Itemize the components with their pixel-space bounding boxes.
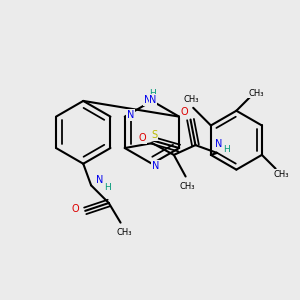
Text: H: H — [104, 183, 111, 192]
Text: N: N — [152, 161, 160, 171]
Text: O: O — [181, 107, 188, 117]
Text: N: N — [149, 95, 157, 105]
Text: CH₃: CH₃ — [117, 228, 132, 237]
Text: H: H — [150, 88, 156, 98]
Text: O: O — [138, 133, 146, 143]
Text: N: N — [215, 139, 223, 149]
Text: CH₃: CH₃ — [184, 95, 199, 104]
Text: N: N — [144, 95, 152, 105]
Text: CH₃: CH₃ — [180, 182, 195, 191]
Text: S: S — [151, 130, 157, 140]
Text: N: N — [96, 176, 103, 185]
Text: O: O — [72, 204, 79, 214]
Text: H: H — [224, 146, 230, 154]
Text: H: H — [148, 92, 155, 101]
Text: CH₃: CH₃ — [274, 170, 289, 179]
Text: N: N — [127, 110, 134, 120]
Text: CH₃: CH₃ — [248, 88, 264, 98]
